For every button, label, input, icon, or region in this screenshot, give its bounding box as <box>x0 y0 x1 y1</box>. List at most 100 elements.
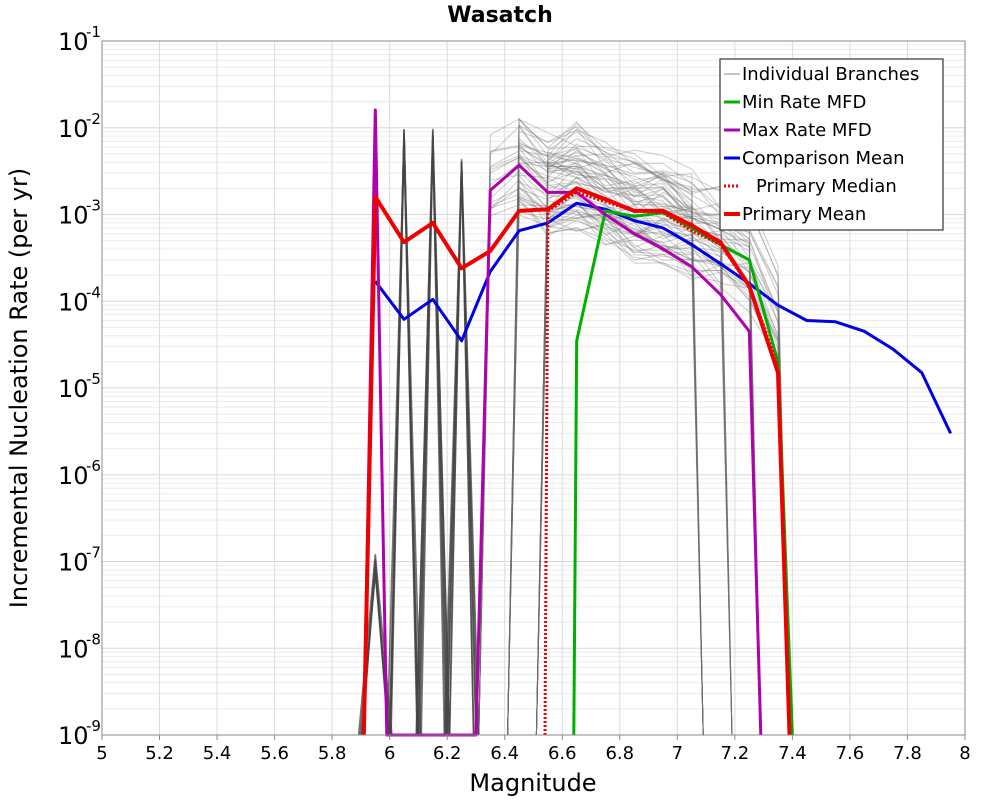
branch-line <box>478 155 762 736</box>
branch-line <box>535 190 733 736</box>
branch-line <box>535 217 790 736</box>
y-tick-exponent: -1 <box>86 23 101 41</box>
branch-line <box>507 173 733 736</box>
x-tick-label: 5.6 <box>260 743 289 764</box>
branch-line <box>478 204 762 736</box>
branch-line <box>535 149 704 736</box>
branch-line <box>507 196 790 736</box>
branch-line <box>507 176 790 736</box>
x-tick-label: 5.2 <box>145 743 174 764</box>
legend-label: Primary Median <box>756 176 897 197</box>
branch-line <box>507 214 733 736</box>
branch-line <box>535 151 704 736</box>
y-axis-label: Incremental Nucleation Rate (per yr) <box>5 168 33 608</box>
y-tick-exponent: -6 <box>86 457 101 475</box>
branch-line <box>478 125 790 736</box>
y-tick-label: 10 <box>58 722 89 750</box>
branch-spike <box>443 161 480 736</box>
y-tick-label: 10 <box>58 462 89 490</box>
series-comparison-mean <box>374 201 952 435</box>
x-tick-label: 6.2 <box>433 743 462 764</box>
chart-title: Wasatch <box>447 3 553 28</box>
series-primary-mean <box>361 186 792 736</box>
y-tick-label: 10 <box>58 28 89 56</box>
y-tick-label: 10 <box>58 635 89 663</box>
legend-label: Max Rate MFD <box>742 120 872 141</box>
x-tick-label: 7 <box>672 743 683 764</box>
legend-box <box>719 58 944 231</box>
branch-line <box>535 161 790 736</box>
branch-line <box>535 155 790 736</box>
branch-spike <box>417 130 448 736</box>
branch-line <box>507 195 704 736</box>
branch-line <box>535 169 704 736</box>
branch-line <box>478 198 704 736</box>
legend-label: Min Rate MFD <box>742 92 866 113</box>
branch-line <box>507 117 733 736</box>
x-tick-label: 6.4 <box>490 743 519 764</box>
x-tick-label: 7.6 <box>836 743 865 764</box>
x-tick-label: 5.8 <box>318 743 347 764</box>
legend: Individual Branches Min Rate MFD Max Rate … <box>719 58 944 231</box>
y-tick-exponent: -5 <box>86 370 101 388</box>
y-tick-label: 10 <box>58 375 89 403</box>
branch-line <box>535 158 733 736</box>
legend-label: Comparison Mean <box>742 148 905 169</box>
branch-spike <box>446 159 477 736</box>
series-group <box>361 108 952 737</box>
branch-line <box>478 157 762 736</box>
grid <box>101 41 966 736</box>
x-axis-label: Magnitude <box>469 769 596 797</box>
x-tick-label: 8 <box>959 743 970 764</box>
branch-line <box>535 156 762 736</box>
y-tick-exponent: -2 <box>86 110 101 128</box>
branch-line <box>535 143 790 736</box>
y-tick-exponent: -3 <box>86 197 101 215</box>
branch-line <box>535 131 733 736</box>
branch-line <box>507 142 704 736</box>
branch-line <box>507 199 762 736</box>
y-tick-label: 10 <box>58 115 89 143</box>
branch-line <box>478 147 762 736</box>
branch-spike <box>415 135 451 736</box>
branch-line <box>478 146 704 736</box>
x-tick-label: 6.8 <box>605 743 634 764</box>
x-tick-label: 5 <box>96 743 107 764</box>
y-axis-ticks: 10-110-210-310-410-510-610-710-810-9 <box>58 23 101 750</box>
x-tick-label: 5.4 <box>203 743 232 764</box>
branch-line <box>535 147 704 736</box>
legend-label: Individual Branches <box>742 64 919 85</box>
branch-line <box>507 137 790 736</box>
x-tick-label: 6.6 <box>548 743 577 764</box>
legend-label: Primary Mean <box>742 204 866 225</box>
y-tick-exponent: -9 <box>86 717 101 735</box>
branch-line <box>507 118 704 736</box>
y-tick-label: 10 <box>58 202 89 230</box>
branch-line <box>535 128 733 736</box>
branch-line <box>535 210 733 736</box>
branch-line <box>507 161 704 736</box>
branch-line <box>507 157 790 736</box>
branch-line <box>507 153 704 736</box>
branch-line <box>507 152 762 736</box>
x-tick-label: 7.8 <box>893 743 922 764</box>
branch-line <box>507 142 704 736</box>
branch-line <box>507 117 704 736</box>
plot-frame <box>101 40 966 736</box>
x-tick-label: 6 <box>384 743 395 764</box>
x-tick-label: 7.4 <box>778 743 807 764</box>
branch-spike <box>389 129 419 736</box>
y-tick-exponent: -8 <box>86 630 101 648</box>
branch-line <box>507 191 762 736</box>
y-tick-exponent: -4 <box>86 283 101 301</box>
x-tick-label: 7.2 <box>721 743 750 764</box>
branch-line <box>535 194 704 736</box>
branch-line <box>507 181 733 736</box>
branch-line <box>507 146 704 736</box>
y-tick-label: 10 <box>58 288 89 316</box>
y-tick-exponent: -7 <box>86 544 101 562</box>
branch-line <box>507 125 733 736</box>
y-tick-label: 10 <box>58 549 89 577</box>
x-axis-ticks: 5 5.2 5.4 5.6 5.8 6 6.2 6.4 6.6 6.8 7 7.2 7.4 7.6 7.8 8 <box>96 735 971 764</box>
